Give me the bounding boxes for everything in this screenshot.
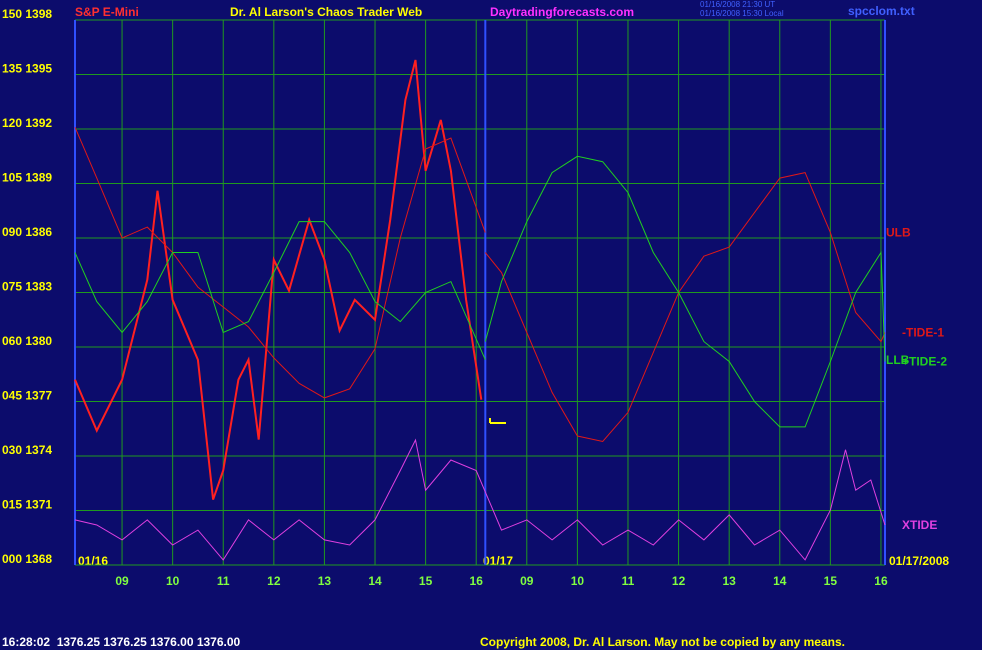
x-tick-label: 16 <box>470 574 484 588</box>
x-tick-label: 13 <box>722 574 736 588</box>
series-line <box>74 221 486 360</box>
instrument: S&P E-Mini <box>75 5 139 19</box>
series-label: LLB <box>886 353 910 367</box>
y-tick-label: 030 1374 <box>2 443 52 457</box>
x-tick-label: 15 <box>419 574 433 588</box>
x-tick-label: 11 <box>622 574 635 588</box>
series-label: XTIDE <box>902 518 937 532</box>
y-tick-label: 075 1383 <box>2 280 52 294</box>
y-tick-label: 120 1392 <box>2 116 52 130</box>
x-tick-label: 09 <box>115 574 129 588</box>
site: Daytradingforecasts.com <box>490 5 634 19</box>
timestamp: 01/16/2008 21:30 UT <box>700 0 775 9</box>
x-tick-label: 15 <box>824 574 838 588</box>
x-tick-label: 10 <box>166 574 180 588</box>
quote: 16:28:02 1376.25 1376.25 1376.00 1376.00 <box>2 635 241 649</box>
y-tick-label: 090 1386 <box>2 225 52 239</box>
chart-title: Dr. Al Larson's Chaos Trader Web <box>230 5 422 19</box>
date-label: 01/16 <box>78 554 108 568</box>
series-line <box>74 59 483 500</box>
series-line <box>74 438 886 561</box>
series-line <box>484 155 886 428</box>
y-tick-label: 105 1389 <box>2 171 52 185</box>
series-line <box>74 127 486 399</box>
file-name: spcclom.txt <box>848 4 915 18</box>
y-tick-label: 045 1377 <box>2 389 52 403</box>
y-tick-label: 000 1368 <box>2 552 52 566</box>
copyright: Copyright 2008, Dr. Al Larson. May not b… <box>480 635 845 649</box>
series-label: +TIDE-2 <box>902 355 947 369</box>
series-label: -TIDE-1 <box>902 326 944 340</box>
x-tick-label: 11 <box>217 574 230 588</box>
x-tick-label: 14 <box>773 574 787 588</box>
date-label: 01/17 <box>483 554 513 568</box>
x-tick-label: 12 <box>672 574 686 588</box>
x-tick-label: 13 <box>318 574 332 588</box>
y-tick-label: 150 1398 <box>2 7 52 21</box>
series-line <box>484 172 886 443</box>
date-label: 01/17/2008 <box>889 554 949 568</box>
x-tick-label: 12 <box>267 574 281 588</box>
y-tick-label: 015 1371 <box>2 498 52 512</box>
y-tick-label: 060 1380 <box>2 334 52 348</box>
x-tick-label: 09 <box>520 574 534 588</box>
x-tick-label: 10 <box>571 574 585 588</box>
timestamp: 01/16/2008 15:30 Local <box>700 9 784 18</box>
series-label: ULB <box>886 226 911 240</box>
x-tick-label: 14 <box>368 574 382 588</box>
x-tick-label: 16 <box>874 574 888 588</box>
marker <box>489 418 506 424</box>
y-tick-label: 135 1395 <box>2 62 52 76</box>
